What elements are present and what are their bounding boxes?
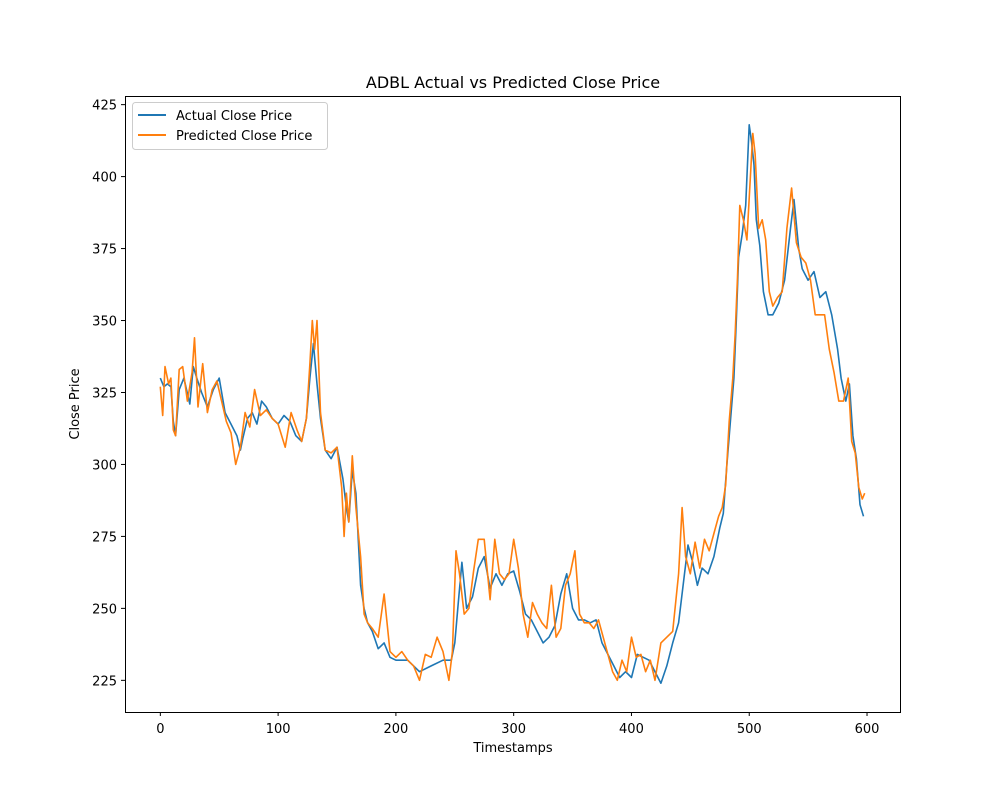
chart-title: ADBL Actual vs Predicted Close Price [366, 73, 660, 92]
y-tick-label: 325 [92, 386, 117, 401]
x-tick-label: 400 [619, 722, 644, 737]
y-tick-label: 350 [92, 315, 117, 330]
y-axis-ticks: 225 250 275 300 325 350 375 400 425 [92, 99, 125, 689]
legend-box [132, 102, 328, 150]
y-axis-label: Close Price [68, 368, 83, 439]
x-axis-ticks: 0 100 200 300 400 500 600 [156, 712, 879, 737]
legend: Actual Close Price Predicted Close Price [132, 102, 328, 150]
y-tick-label: 375 [92, 243, 117, 258]
x-tick-label: 0 [156, 722, 164, 737]
series-line-predicted [159, 132, 866, 682]
x-tick-label: 300 [501, 722, 526, 737]
plot-frame [125, 96, 901, 713]
series-layer [159, 124, 866, 685]
x-tick-label: 500 [737, 722, 762, 737]
x-tick-label: 600 [855, 722, 880, 737]
legend-label-actual: Actual Close Price [176, 109, 292, 124]
x-tick-label: 100 [266, 722, 291, 737]
y-tick-label: 225 [92, 674, 117, 689]
legend-label-predicted: Predicted Close Price [176, 129, 312, 144]
y-tick-label: 400 [92, 171, 117, 186]
y-tick-label: 300 [92, 458, 117, 473]
x-tick-label: 200 [383, 722, 408, 737]
y-tick-label: 425 [92, 99, 117, 114]
y-tick-label: 250 [92, 602, 117, 617]
x-axis-label: Timestamps [472, 741, 553, 756]
y-tick-label: 275 [92, 530, 117, 545]
